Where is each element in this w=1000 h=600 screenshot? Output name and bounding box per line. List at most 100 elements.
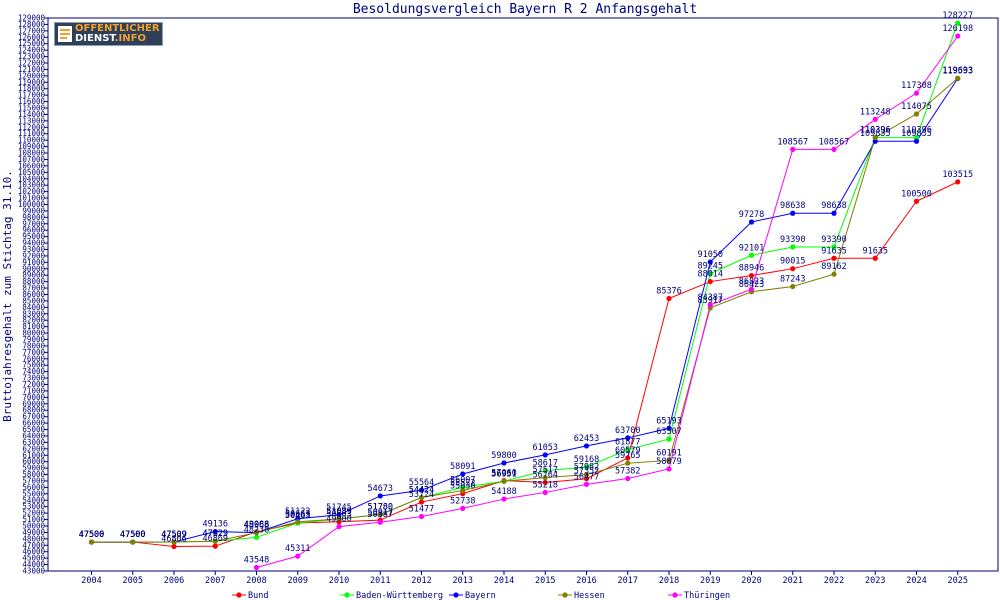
data-label-bund: 100500 — [901, 189, 932, 199]
data-point-hessen — [501, 478, 507, 484]
data-label-hessen: 47500 — [79, 530, 105, 540]
data-point-hessen — [872, 135, 878, 141]
data-label-hessen: 89162 — [821, 262, 847, 272]
data-point-baden-w-rttemberg — [707, 271, 713, 277]
data-label-hessen: 47500 — [120, 530, 146, 540]
data-label-baden-w-rttemberg: 63507 — [656, 427, 682, 437]
data-point-bund — [542, 479, 548, 486]
series-lines — [91, 22, 959, 568]
y-tick-label: 55000 — [22, 489, 45, 498]
data-label-th-ringen: 50587 — [367, 510, 393, 520]
y-tick-label: 110000 — [18, 136, 46, 145]
y-tick-label: 101000 — [18, 194, 46, 203]
y-tick-label: 83000 — [22, 309, 45, 318]
data-point-th-ringen — [542, 489, 548, 496]
data-label-bund: 46806 — [161, 535, 187, 545]
x-tick-label: 2006 — [164, 576, 184, 586]
data-point-baden-w-rttemberg — [253, 534, 260, 540]
data-point-hessen — [171, 539, 177, 545]
data-point-bayern — [913, 138, 920, 144]
data-point-bayern — [212, 528, 218, 535]
y-tick-label: 94000 — [22, 239, 45, 248]
x-tick-label: 2010 — [329, 576, 349, 586]
data-label-baden-w-rttemberg: 51089 — [326, 507, 352, 517]
data-label-hessen: 57517 — [532, 466, 558, 476]
y-tick-label: 95000 — [22, 232, 45, 241]
data-point-hessen — [913, 111, 920, 117]
legend-marker-bund — [236, 592, 242, 598]
data-label-bund: 57352 — [574, 467, 600, 477]
series-line-baden-w-rttemberg — [91, 22, 959, 543]
series-line-th-ringen — [256, 35, 959, 568]
y-tick-label: 77000 — [22, 348, 45, 357]
x-tick-label: 2024 — [906, 576, 926, 586]
data-label-bayern: 61053 — [532, 443, 558, 453]
y-tick-label: 99000 — [22, 206, 45, 215]
y-tick-label: 97000 — [22, 219, 45, 228]
data-point-baden-w-rttemberg — [542, 467, 548, 474]
y-tick-label: 63000 — [22, 438, 45, 447]
y-tick-label: 112000 — [18, 123, 46, 132]
y-tick-label: 78000 — [22, 341, 45, 350]
data-point-th-ringen — [583, 481, 590, 487]
data-label-bayern: 47500 — [79, 530, 105, 540]
data-point-th-ringen — [707, 302, 713, 308]
y-tick-label: 115000 — [18, 104, 46, 113]
y-tick-label: 72000 — [22, 380, 45, 389]
y-tick-label: 126000 — [18, 33, 46, 42]
data-label-hessen: 55522 — [450, 478, 476, 488]
logo-mark-icon — [58, 26, 72, 42]
data-label-bayern: 98638 — [821, 201, 847, 211]
data-label-bund: 50463 — [285, 511, 311, 521]
data-label-th-ringen: 51477 — [409, 504, 435, 514]
data-label-th-ringen: 52738 — [450, 496, 476, 506]
y-tick-label: 61000 — [22, 451, 45, 460]
x-tick-label: 2020 — [741, 576, 761, 586]
data-label-hessen: 51089 — [326, 507, 352, 517]
data-label-baden-w-rttemberg: 47509 — [161, 530, 187, 540]
data-point-bund — [790, 266, 796, 272]
data-label-baden-w-rttemberg: 54424 — [409, 486, 435, 496]
x-tick-label: 2018 — [659, 576, 679, 586]
data-point-bayern — [872, 138, 878, 144]
y-tick-label: 43000 — [22, 567, 45, 576]
data-label-bayern: 59800 — [491, 451, 517, 461]
x-tick-label: 2014 — [494, 576, 514, 586]
y-tick-label: 65000 — [22, 425, 45, 434]
y-tick-label: 111000 — [18, 129, 46, 138]
data-label-baden-w-rttemberg: 50463 — [285, 511, 311, 521]
data-point-bayern — [666, 425, 672, 431]
y-tick-label: 93000 — [22, 245, 45, 254]
y-tick-label: 114000 — [18, 110, 46, 119]
y-tick-label: 86000 — [22, 290, 45, 299]
data-point-th-ringen — [253, 564, 260, 571]
legend-marker-baden-w-rttemberg — [344, 592, 350, 598]
data-label-th-ringen: 45311 — [285, 544, 311, 554]
y-tick-label: 90000 — [22, 264, 45, 273]
data-label-bund: 57060 — [491, 469, 517, 479]
y-tick-label: 117000 — [18, 91, 46, 100]
data-label-bayern: 48968 — [244, 521, 270, 531]
data-label-hessen: 57982 — [574, 463, 600, 473]
y-tick-label: 66000 — [22, 419, 45, 428]
series-points — [88, 20, 961, 571]
y-tick-label: 74000 — [22, 367, 45, 376]
data-label-bayern: 54673 — [367, 484, 393, 494]
y-tick-label: 45000 — [22, 554, 45, 563]
chart-title: Besoldungsvergleich Bayern R 2 Anfangsge… — [353, 2, 697, 17]
data-label-hessen: 59765 — [615, 451, 641, 461]
logo-line-2a: DIENST — [75, 33, 115, 44]
data-label-hessen: 54424 — [409, 486, 435, 496]
data-label-th-ringen: 58879 — [656, 457, 682, 467]
data-label-hessen: 110396 — [860, 126, 891, 136]
y-tick-label: 102000 — [18, 187, 46, 196]
data-point-hessen — [336, 516, 342, 522]
y-tick-label: 121000 — [18, 65, 46, 74]
data-point-th-ringen — [625, 475, 631, 482]
y-tick-label: 59000 — [22, 464, 45, 473]
legend-label-hessen: Hessen — [574, 591, 605, 600]
series-line-bayern — [91, 78, 959, 543]
data-label-bund: 50917 — [367, 508, 393, 518]
data-label-bund: 56764 — [532, 470, 558, 480]
y-tick-label: 87000 — [22, 284, 45, 293]
